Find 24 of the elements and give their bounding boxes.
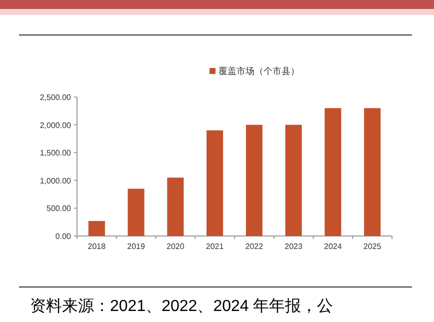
x-tick-label: 2022 xyxy=(245,242,264,251)
x-tick-label: 2024 xyxy=(324,242,342,251)
bar xyxy=(285,124,302,236)
x-tick-label: 2023 xyxy=(284,242,304,251)
bar xyxy=(246,124,262,236)
x-tick-label: 2019 xyxy=(127,242,146,251)
x-tick-label: 2020 xyxy=(166,242,185,251)
legend: 覆盖市场（个市县） xyxy=(210,66,300,76)
x-tick-label: 2018 xyxy=(88,242,106,251)
bar xyxy=(88,220,105,236)
bar xyxy=(167,178,184,236)
y-tick-label: 1,500.00 xyxy=(40,148,72,158)
bar xyxy=(324,108,342,236)
y-tick-label: 2,500.00 xyxy=(40,93,72,102)
y-tick-label: 0.00 xyxy=(55,232,72,241)
bar xyxy=(206,130,224,236)
x-tick-label: 2025 xyxy=(363,242,382,251)
y-tick-label: 1,000.00 xyxy=(40,176,72,186)
bar xyxy=(364,108,381,236)
bar xyxy=(128,188,144,236)
x-tick-label: 2021 xyxy=(206,242,224,251)
y-tick-label: 2,000.00 xyxy=(40,120,72,130)
y-tick-label: 500.00 xyxy=(46,204,72,214)
text: 资料来源：2021、2022、2024 年年报，公 xyxy=(30,297,334,315)
